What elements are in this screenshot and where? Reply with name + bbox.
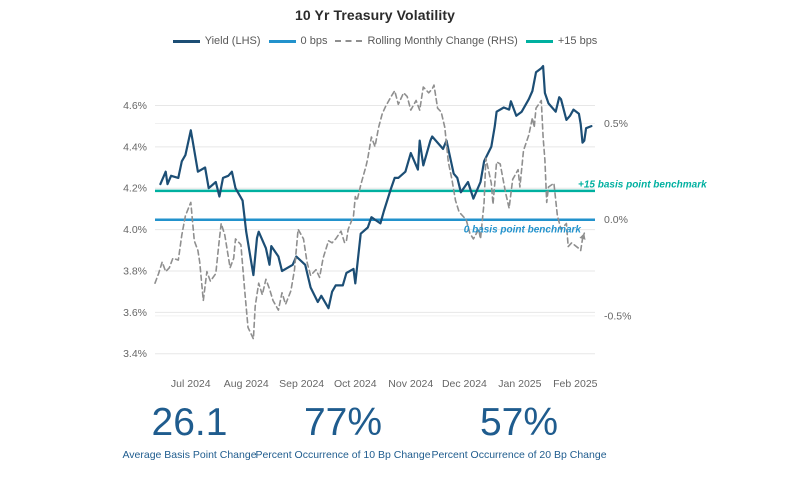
stat-label: Average Basis Point Change <box>122 448 257 461</box>
left-axis-tick-label: 4.0% <box>123 224 147 236</box>
x-axis-tick-label: Sep 2024 <box>279 378 324 390</box>
legend-item-rolling-change[interactable]: Rolling Monthly Change (RHS) <box>335 35 518 47</box>
stats-row: 26.1 Average Basis Point Change 77% Perc… <box>0 401 800 481</box>
left-axis-tick-label: 3.8% <box>123 265 147 277</box>
legend-label-plus15-bps: +15 bps <box>557 35 598 47</box>
legend-label-zero-bps: 0 bps <box>300 35 328 47</box>
right-axis-tick-label: 0.0% <box>604 214 628 226</box>
rolling-change-end-arrow <box>579 233 586 240</box>
stat-value: 26.1 <box>151 401 228 444</box>
chart-title: 10 Yr Treasury Volatility <box>295 7 455 23</box>
treasury-volatility-chart: 3.4% 3.6% 3.8% 4.0% 4.2% 4.4% 4.6% 0.5% 0.0% -0.5… <box>123 64 707 390</box>
x-axis-tick-label: Jul 2024 <box>171 378 211 390</box>
chart-legend: Yield (LHS) 0 bps Rolling Monthly Change… <box>0 35 770 47</box>
yield-line <box>159 64 593 310</box>
x-axis-tick-label: Feb 2025 <box>553 378 598 390</box>
x-axis-tick-label: Aug 2024 <box>224 378 269 390</box>
x-axis-tick-label: Dec 2024 <box>442 378 487 390</box>
stat-value: 77% <box>303 401 383 444</box>
left-axis-tick-label: 4.2% <box>123 183 147 195</box>
stat-occurrence-10bp: 77% Percent Occurrence of 10 Bp Change <box>253 401 433 461</box>
right-axis-tick-label: 0.5% <box>604 118 628 130</box>
zero-benchmark-annotation: 0 basis point benchmark <box>464 225 582 236</box>
left-axis-tick-label: 3.4% <box>123 348 147 360</box>
yield-line-swatch <box>172 39 200 43</box>
legend-label-rolling-change: Rolling Monthly Change (RHS) <box>367 35 518 47</box>
legend-label-yield: Yield (LHS) <box>204 35 261 47</box>
stat-occurrence-20bp: 57% Percent Occurrence of 20 Bp Change <box>429 401 609 461</box>
x-axis-tick-label: Oct 2024 <box>334 378 377 390</box>
plus15-benchmark-annotation: +15 basis point benchmark <box>578 179 707 190</box>
plus15-line-swatch <box>525 39 553 43</box>
legend-item-yield[interactable]: Yield (LHS) <box>172 35 261 47</box>
stat-value: 57% <box>479 401 559 444</box>
right-axis-tick-label: -0.5% <box>604 310 631 322</box>
stat-label: Percent Occurrence of 10 Bp Change <box>255 448 431 461</box>
left-axis-tick-label: 4.4% <box>123 141 147 153</box>
stat-label: Percent Occurrence of 20 Bp Change <box>431 448 607 461</box>
legend-item-zero-bps[interactable]: 0 bps <box>268 35 328 47</box>
stat-average-basis-point-change: 26.1 Average Basis Point Change <box>107 401 272 461</box>
zero-bps-line-swatch <box>268 39 296 43</box>
left-axis-tick-label: 3.6% <box>123 307 147 319</box>
legend-item-plus15-bps[interactable]: +15 bps <box>525 35 598 47</box>
x-axis-tick-label: Nov 2024 <box>388 378 433 390</box>
left-axis-tick-label: 4.6% <box>123 100 147 112</box>
rolling-change-line-swatch <box>335 40 363 42</box>
x-axis-tick-label: Jan 2025 <box>498 378 541 390</box>
rolling-change-line <box>154 84 586 340</box>
